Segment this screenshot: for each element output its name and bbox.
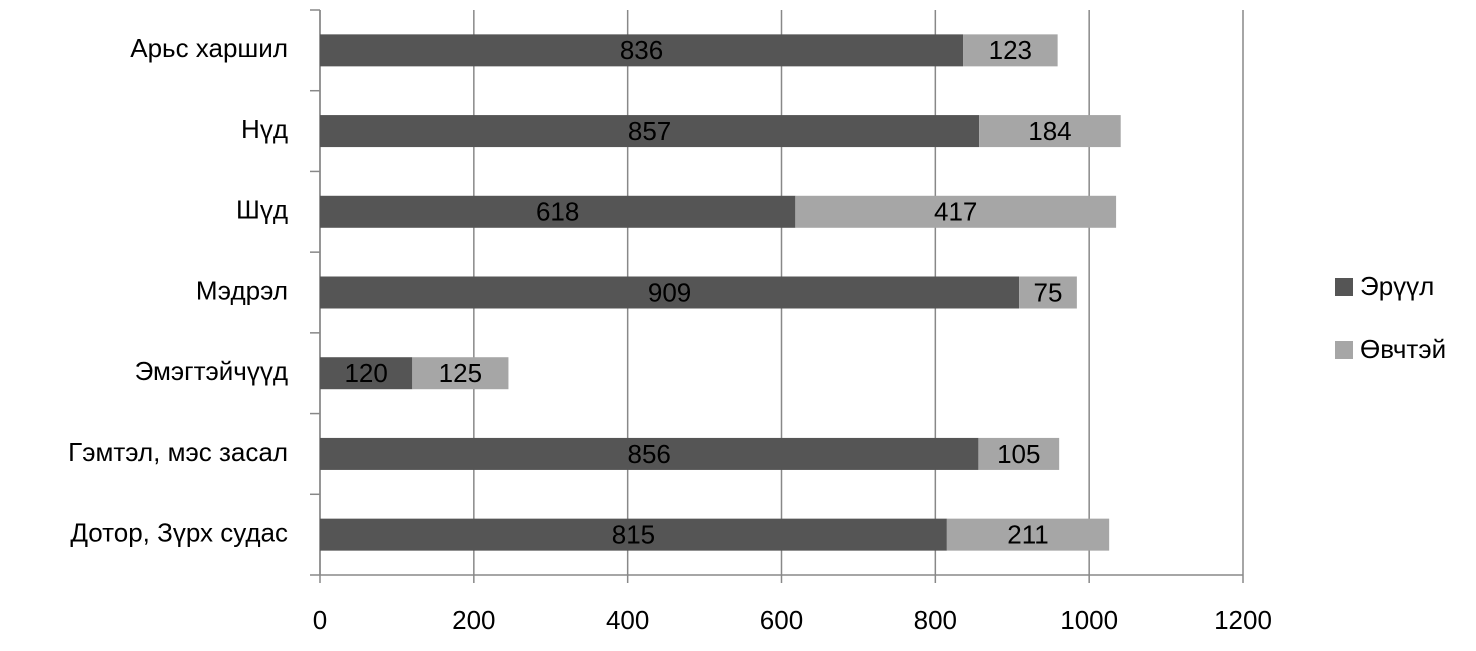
x-tick-label: 800 (914, 605, 957, 635)
y-tick-label: Гэмтэл, мэс засал (68, 437, 288, 467)
bar-segment (320, 115, 980, 148)
bar-segment (795, 195, 1117, 228)
data-label: 856 (628, 439, 671, 469)
y-tick-label: Арьс харшил (130, 33, 288, 63)
legend-label: Эрүүл (1360, 271, 1434, 301)
data-label: 184 (1028, 116, 1071, 146)
y-tick-label: Дотор, Зүрх судас (70, 518, 288, 548)
bar-segment (978, 437, 1060, 470)
data-label: 75 (1034, 277, 1063, 307)
bar-segment (320, 34, 964, 67)
data-label: 836 (620, 35, 663, 65)
data-label: 120 (344, 358, 387, 388)
bar-segment (979, 115, 1121, 148)
y-tick-label: Нүд (241, 114, 288, 144)
x-tick-label: 1000 (1060, 605, 1118, 635)
y-tick-label: Шүд (236, 195, 288, 225)
x-tick-label: 0 (313, 605, 327, 635)
y-tick-label: Мэдрэл (196, 275, 288, 305)
bar-segment (412, 357, 509, 390)
y-tick-label: Эмэгтэйчүүд (135, 356, 288, 386)
data-label: 125 (439, 358, 482, 388)
bar-segment (963, 34, 1058, 67)
bar-segment (320, 195, 796, 228)
bar-segment (320, 276, 1020, 309)
data-label: 857 (628, 116, 671, 146)
legend-swatch (1335, 341, 1353, 359)
bar-segment (1019, 276, 1077, 309)
bar-segment (320, 518, 947, 551)
bar-segment (946, 518, 1110, 551)
x-tick-label: 600 (760, 605, 803, 635)
data-label: 211 (1007, 520, 1048, 550)
data-label: 618 (536, 197, 579, 227)
x-tick-label: 1200 (1214, 605, 1272, 635)
legend-label: Өвчтэй (1360, 334, 1446, 364)
data-label: 123 (989, 35, 1032, 65)
data-label: 815 (612, 520, 655, 550)
x-tick-label: 400 (606, 605, 649, 635)
data-label: 909 (648, 277, 691, 307)
legend-swatch (1335, 278, 1353, 296)
data-label: 105 (997, 439, 1040, 469)
bar-segment (320, 437, 979, 470)
x-tick-label: 200 (452, 605, 495, 635)
data-label: 417 (934, 197, 977, 227)
bar-segment (320, 357, 413, 390)
